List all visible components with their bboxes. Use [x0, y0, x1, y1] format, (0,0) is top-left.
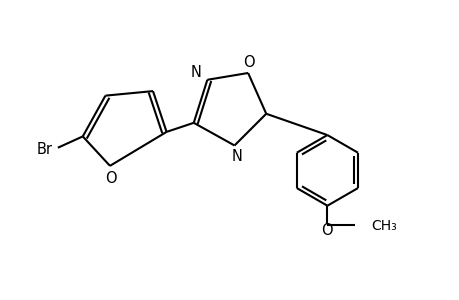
Text: CH₃: CH₃	[370, 219, 396, 233]
Text: N: N	[190, 65, 201, 80]
Text: O: O	[320, 223, 332, 238]
Text: Br: Br	[36, 142, 52, 158]
Text: O: O	[105, 171, 117, 186]
Text: O: O	[243, 55, 254, 70]
Text: N: N	[231, 149, 242, 164]
